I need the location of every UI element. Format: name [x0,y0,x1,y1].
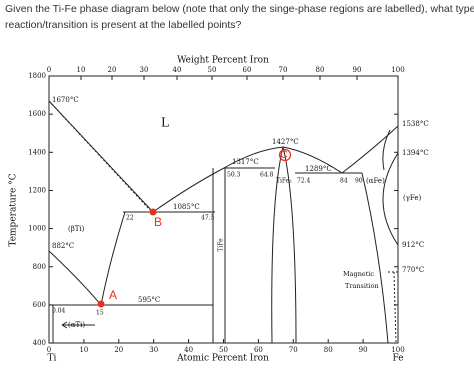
point-a [97,300,105,308]
gamma-loop [382,152,399,246]
top-tick-label: 40 [173,66,182,74]
point-label: C [280,149,288,161]
bottom-axis-title: Atomic Percent Iron [176,354,269,364]
point-c [278,148,292,162]
temperature-label: 595°C [138,296,160,304]
y-tick-label: 1200 [28,186,46,194]
bottom-tick-label: 20 [114,346,123,354]
y-tick-label: 1000 [28,225,46,233]
temperature-label: 770°C [402,266,424,274]
bottom-tick-label: 60 [254,346,263,354]
top-tick-label: 50 [208,66,217,74]
bottom-tick-label: 0 [47,346,51,354]
metastable-line [48,100,151,211]
top-tick-label: 60 [243,66,252,74]
temperature-label: 1670°C [52,96,79,104]
phase-label: TiFe [218,238,225,252]
temperature-label: 1427°C [272,138,299,146]
temperature-label: 1289°C [305,165,332,173]
right-end-label: Fe [392,354,403,364]
phase-label: (αTi) [68,321,85,329]
top-tick-label: 70 [279,66,288,74]
phase-label: TiFe₂ [276,178,292,185]
top-tick-label: 90 [353,66,362,74]
top-tick-label: 20 [108,66,117,74]
beta-boundary [48,250,102,306]
bottom-tick-label: 80 [324,346,333,354]
composition-label: 72.4 [297,178,311,185]
bottom-tick-label: 10 [79,346,88,354]
tife2-phase [271,146,297,344]
bottom-tick-label: 70 [289,346,298,354]
y-axis-title: Temperature °C [9,173,19,246]
y-tick-label: 800 [33,263,46,271]
bottom-tick-label: 90 [359,346,368,354]
y-tick-label: 400 [33,339,46,347]
phase-label: (γFe) [403,194,422,202]
composition-label: 90 [355,178,363,185]
liquidus [223,125,399,174]
temperature-label: 1538°C [402,120,429,128]
top-tick-label: 100 [391,66,404,74]
temperature-label: 1317°C [232,158,259,166]
alpha-fe-solvus [361,172,389,344]
phase-label: (βTi) [68,225,85,233]
composition-label: 22 [126,215,134,222]
question-line: Given the Ti-Fe phase diagram below (not… [5,3,474,15]
phase-boundaries [48,100,399,344]
tife-phase [212,168,226,343]
beta-boundary [100,211,126,306]
y-tick-label: 600 [33,301,46,309]
temperature-label: 912°C [402,241,424,249]
top-tick-label: 10 [77,66,86,74]
composition-label: 0.04 [52,308,66,315]
point-label: B [154,215,162,229]
composition-label: 64.8 [260,172,274,179]
phase-label: L [161,116,169,130]
magnetic-label: Transition [345,282,379,290]
magnetic-label: Magnetic [343,270,374,278]
question-line: reaction/transition is present at the la… [5,19,242,31]
y-tick-label: 1600 [28,110,46,118]
left-end-label: Ti [48,354,57,364]
composition-label: 50.3 [227,172,241,179]
temperature-label: 1085°C [173,203,200,211]
bottom-tick-label: 50 [219,346,228,354]
bottom-tick-label: 100 [391,346,404,354]
phase-label: (αFe) [366,177,385,185]
top-axis-title: Weight Percent Iron [177,56,269,66]
top-tick-label: 30 [140,66,149,74]
temperature-label: 882°C [52,242,74,250]
bottom-tick-label: 30 [149,346,158,354]
point-b [149,208,157,216]
magnetic-line [388,271,398,344]
composition-label: 15 [96,310,104,317]
composition-label: 47.5 [201,215,215,222]
y-tick-label: 1400 [28,148,46,156]
y-tick-label: 1800 [28,72,46,80]
temperature-label: 1394°C [402,149,429,157]
bottom-tick-label: 40 [184,346,193,354]
top-tick-label: 80 [316,66,325,74]
alpha-arrow [61,321,95,329]
delta-boundary [382,129,391,171]
composition-label: 84 [340,178,348,185]
point-label: A [109,288,117,302]
top-tick-label: 0 [47,66,51,74]
